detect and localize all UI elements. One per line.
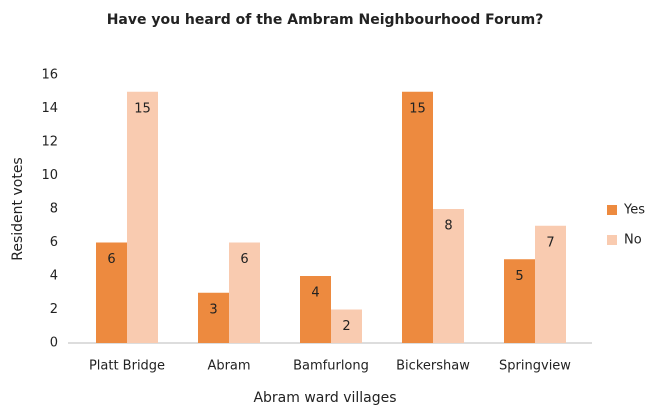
y-tick-label: 6 xyxy=(50,235,58,250)
legend-label: Yes xyxy=(623,203,645,218)
chart-title: Have you heard of the Ambram Neighbourho… xyxy=(107,12,544,28)
data-label: 15 xyxy=(134,101,151,116)
data-label: 8 xyxy=(444,219,452,234)
x-axis-title: Abram ward villages xyxy=(253,390,396,406)
bar xyxy=(300,276,331,343)
x-tick-label: Bamfurlong xyxy=(293,359,369,374)
data-label: 4 xyxy=(311,286,319,301)
y-tick-label: 14 xyxy=(41,101,58,116)
data-label: 2 xyxy=(342,319,350,334)
legend-swatch xyxy=(607,235,617,245)
x-tick-label: Springview xyxy=(499,359,571,374)
y-tick-label: 2 xyxy=(50,302,58,317)
bar xyxy=(198,292,229,343)
legend-label: No xyxy=(624,233,642,248)
data-label: 7 xyxy=(546,235,554,250)
bar xyxy=(535,225,566,343)
x-tick-label: Bickershaw xyxy=(396,359,470,374)
y-tick-label: 8 xyxy=(50,202,58,217)
data-label: 6 xyxy=(107,252,115,267)
bar xyxy=(229,242,260,343)
y-tick-label: 0 xyxy=(50,336,58,351)
bar xyxy=(433,209,464,343)
x-tick-label: Platt Bridge xyxy=(89,359,165,374)
y-axis-title: Resident votes xyxy=(10,157,26,260)
data-label: 5 xyxy=(515,269,523,284)
y-tick-label: 4 xyxy=(50,269,58,284)
y-tick-label: 12 xyxy=(41,135,58,150)
legend-swatch xyxy=(607,205,617,215)
bar xyxy=(504,259,535,343)
y-tick-label: 16 xyxy=(41,68,58,83)
bar xyxy=(402,91,433,343)
data-label: 3 xyxy=(209,302,217,317)
bar xyxy=(127,91,158,343)
x-tick-label: Abram xyxy=(207,359,250,374)
data-label: 15 xyxy=(409,101,426,116)
bar xyxy=(96,242,127,343)
data-label: 6 xyxy=(240,252,248,267)
y-tick-label: 10 xyxy=(41,168,58,183)
bar xyxy=(331,309,362,343)
